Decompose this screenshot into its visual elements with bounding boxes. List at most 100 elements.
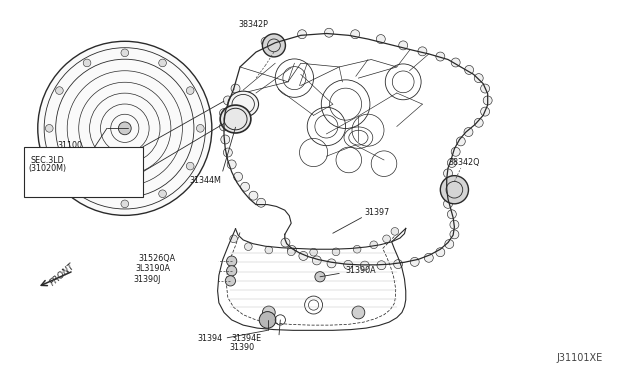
Ellipse shape xyxy=(221,135,230,144)
Text: 31394: 31394 xyxy=(197,334,222,343)
Ellipse shape xyxy=(481,84,490,93)
Ellipse shape xyxy=(261,37,270,46)
Ellipse shape xyxy=(465,65,474,74)
Ellipse shape xyxy=(223,148,232,157)
Text: 31344M: 31344M xyxy=(189,176,221,185)
Ellipse shape xyxy=(474,118,483,127)
Ellipse shape xyxy=(324,28,333,37)
Ellipse shape xyxy=(445,240,454,248)
Ellipse shape xyxy=(262,34,285,57)
Ellipse shape xyxy=(220,122,228,131)
Ellipse shape xyxy=(315,272,325,282)
Ellipse shape xyxy=(121,200,129,208)
Ellipse shape xyxy=(244,243,252,250)
Ellipse shape xyxy=(225,276,236,286)
Ellipse shape xyxy=(159,59,166,67)
Ellipse shape xyxy=(230,235,237,243)
Text: (31020M): (31020M) xyxy=(28,164,67,173)
Ellipse shape xyxy=(332,248,340,256)
Ellipse shape xyxy=(394,260,403,269)
Ellipse shape xyxy=(227,256,237,266)
Ellipse shape xyxy=(299,251,308,260)
Ellipse shape xyxy=(234,172,243,181)
Ellipse shape xyxy=(281,238,290,247)
Ellipse shape xyxy=(376,35,385,44)
Ellipse shape xyxy=(223,96,232,105)
Ellipse shape xyxy=(440,176,468,204)
Ellipse shape xyxy=(83,190,91,198)
Ellipse shape xyxy=(344,260,353,269)
Ellipse shape xyxy=(383,235,390,243)
Ellipse shape xyxy=(259,312,276,328)
Ellipse shape xyxy=(287,246,296,254)
Ellipse shape xyxy=(391,228,399,235)
Ellipse shape xyxy=(159,190,166,198)
Ellipse shape xyxy=(220,105,251,133)
Ellipse shape xyxy=(399,41,408,50)
Bar xyxy=(24,147,143,197)
Ellipse shape xyxy=(360,261,369,270)
Ellipse shape xyxy=(410,257,419,266)
Ellipse shape xyxy=(298,30,307,39)
Ellipse shape xyxy=(227,160,236,169)
Ellipse shape xyxy=(444,169,452,178)
Ellipse shape xyxy=(451,58,460,67)
Text: 31526QA: 31526QA xyxy=(138,254,175,263)
Ellipse shape xyxy=(265,246,273,254)
Ellipse shape xyxy=(436,52,445,61)
Ellipse shape xyxy=(464,128,473,137)
Ellipse shape xyxy=(121,49,129,57)
Ellipse shape xyxy=(196,125,204,132)
Text: 31394E: 31394E xyxy=(232,334,262,343)
Text: 38342Q: 38342Q xyxy=(448,158,479,167)
Ellipse shape xyxy=(456,137,465,146)
Ellipse shape xyxy=(327,259,336,268)
Ellipse shape xyxy=(312,256,321,265)
Text: 38342P: 38342P xyxy=(239,20,269,29)
Ellipse shape xyxy=(447,210,456,219)
Text: 31390J: 31390J xyxy=(133,275,161,283)
Ellipse shape xyxy=(249,191,258,200)
Ellipse shape xyxy=(447,158,456,167)
Ellipse shape xyxy=(228,91,259,117)
Text: 31390: 31390 xyxy=(229,343,254,352)
Ellipse shape xyxy=(186,87,194,94)
Ellipse shape xyxy=(186,162,194,170)
Ellipse shape xyxy=(474,74,483,83)
Ellipse shape xyxy=(353,246,361,253)
Ellipse shape xyxy=(442,190,451,199)
Ellipse shape xyxy=(418,47,427,56)
Ellipse shape xyxy=(450,220,459,229)
Ellipse shape xyxy=(45,125,53,132)
Ellipse shape xyxy=(38,41,212,215)
Ellipse shape xyxy=(310,248,317,256)
Text: J31101XE: J31101XE xyxy=(557,353,603,363)
Ellipse shape xyxy=(241,182,250,191)
Ellipse shape xyxy=(352,306,365,319)
Ellipse shape xyxy=(351,30,360,39)
Ellipse shape xyxy=(424,253,433,262)
Ellipse shape xyxy=(287,248,295,256)
Text: 31390A: 31390A xyxy=(346,266,376,275)
Ellipse shape xyxy=(220,109,228,118)
Ellipse shape xyxy=(451,147,460,156)
Ellipse shape xyxy=(56,87,63,94)
Text: 3L3190A: 3L3190A xyxy=(136,264,171,273)
Text: SEC.3LD: SEC.3LD xyxy=(31,156,65,165)
Ellipse shape xyxy=(442,179,451,188)
Ellipse shape xyxy=(262,306,275,319)
Ellipse shape xyxy=(83,59,91,67)
Ellipse shape xyxy=(377,261,386,270)
Ellipse shape xyxy=(118,122,131,135)
Ellipse shape xyxy=(56,162,63,170)
Text: FRONT: FRONT xyxy=(49,262,77,288)
Ellipse shape xyxy=(481,107,490,116)
Ellipse shape xyxy=(257,198,266,207)
Ellipse shape xyxy=(436,248,445,257)
Ellipse shape xyxy=(444,199,452,208)
Ellipse shape xyxy=(370,241,378,248)
Ellipse shape xyxy=(450,230,459,239)
Ellipse shape xyxy=(483,96,492,105)
Text: 31100: 31100 xyxy=(58,141,83,150)
Text: 31397: 31397 xyxy=(365,208,390,217)
